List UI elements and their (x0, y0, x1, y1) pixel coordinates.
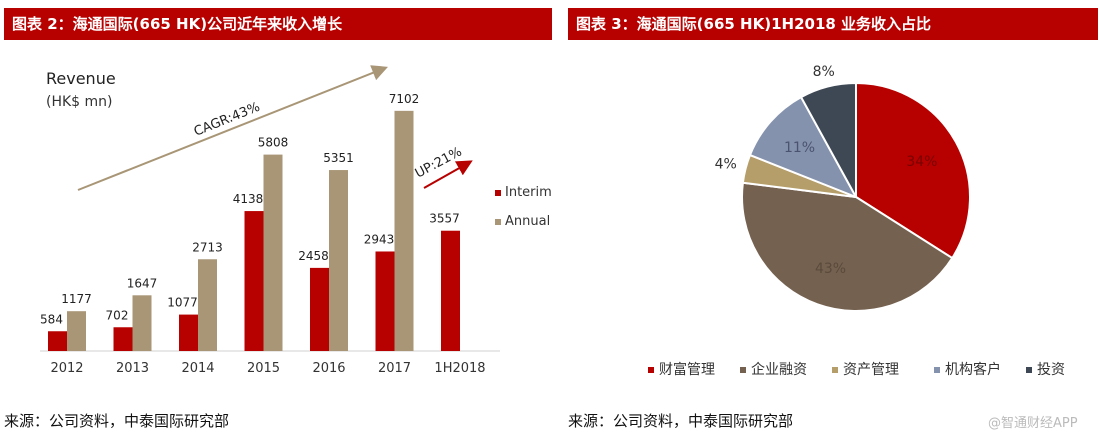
bar-interim-2016 (310, 267, 329, 351)
data-label-annual-2014: 2713 (192, 240, 223, 254)
bar-interim-2013 (113, 327, 133, 351)
cagr-annotation: CAGR:43% (192, 100, 262, 140)
legend-swatch-annual (495, 219, 501, 225)
pie-label-1: 43% (815, 261, 846, 277)
bar-interim-1H2018 (441, 230, 460, 351)
x-tick-2013: 2013 (116, 361, 149, 376)
pie-legend-swatch-0 (648, 367, 654, 373)
bar-annual-2015 (263, 154, 283, 351)
x-tick-1H2018: 1H2018 (434, 361, 485, 376)
cagr-arrow (77, 65, 388, 191)
bar-annual-2014 (198, 259, 217, 351)
pie-legend-label-3: 机构客户 (945, 361, 1001, 378)
pie-legend-swatch-4 (1026, 367, 1032, 373)
pie-legend-swatch-1 (740, 367, 746, 373)
segment-pie-panel: 图表 3：海通国际(665 HK)1H2018 业务收入占比 34% 43% 4% 1… (564, 0, 1108, 441)
legend-swatch-interim (495, 190, 501, 196)
bar-interim-2017 (375, 251, 395, 351)
pie-label-4: 8% (813, 64, 835, 80)
data-label-interim-2013: 702 (106, 308, 129, 322)
x-tick-2014: 2014 (181, 361, 214, 376)
revenue-chart-header: 图表 2：海通国际(665 HK)公司近年来收入增长 (4, 8, 552, 40)
pie-legend-swatch-3 (934, 367, 940, 373)
data-label-annual-2017: 7102 (389, 92, 420, 106)
up-arrow (423, 160, 473, 189)
pie-legend-label-4: 投资 (1037, 362, 1065, 378)
data-label-interim-1H2018: 3557 (429, 212, 460, 226)
chart-title: Revenue (46, 69, 116, 88)
bar-annual-2017 (394, 110, 414, 351)
revenue-bar-chart: Revenue (HK$ mn) 584 1177 2012 702 1647 2013 1… (40, 65, 552, 376)
pie-legend-label-1: 企业融资 (751, 361, 807, 378)
revenue-chart-panel: 图表 2：海通国际(665 HK)公司近年来收入增长 Revenue (HK$ … (4, 8, 552, 430)
legend-label-interim: Interim (505, 185, 552, 200)
data-label-annual-2012: 1177 (61, 292, 92, 306)
bar-annual-2013 (132, 295, 152, 351)
up-annotation: UP:21% (413, 145, 465, 182)
bar-interim-2012 (48, 331, 67, 351)
data-label-annual-2013: 1647 (127, 276, 158, 290)
pie-slice-4 (799, 81, 857, 198)
pie-slice-3 (748, 95, 859, 199)
bar-interim-2014 (179, 314, 198, 351)
pie-label-3: 11% (784, 140, 815, 156)
pie-legend-swatch-2 (832, 367, 838, 373)
x-tick-2016: 2016 (312, 361, 345, 376)
pie-label-2: 4% (715, 157, 737, 173)
data-label-annual-2015: 5808 (258, 136, 289, 150)
legend-label-annual: Annual (505, 214, 550, 229)
pie-legend-label-0: 财富管理 (659, 361, 715, 378)
segment-pie-header: 图表 3：海通国际(665 HK)1H2018 业务收入占比 (568, 8, 1098, 40)
pie-label-0: 34% (906, 154, 937, 170)
x-tick-2012: 2012 (50, 361, 83, 376)
pie-slice-1 (741, 181, 954, 312)
bar-interim-2015 (244, 211, 264, 351)
bar-annual-2012 (67, 311, 86, 351)
x-tick-2017: 2017 (378, 361, 411, 376)
segment-pie-source: 来源：公司资料，中泰国际研究部 (568, 412, 794, 430)
data-label-interim-2014: 1077 (167, 296, 198, 310)
segment-pie-chart: 34% 43% 4% 11% 8% 财富管理 企业融资 资产管理 机构客户 投资 (648, 64, 1065, 378)
y-axis-label: (HK$ mn) (46, 94, 113, 110)
data-label-interim-2012: 584 (40, 312, 63, 326)
x-tick-2015: 2015 (247, 361, 280, 376)
data-label-interim-2015: 4138 (233, 192, 264, 206)
data-label-annual-2016: 5351 (323, 151, 354, 165)
data-label-interim-2016: 2458 (298, 249, 329, 263)
data-label-interim-2017: 2943 (364, 232, 395, 246)
watermark: @智通财经APP (988, 416, 1078, 431)
pie-legend-label-2: 资产管理 (843, 362, 899, 378)
bar-annual-2016 (329, 170, 348, 351)
revenue-chart-source: 来源：公司资料，中泰国际研究部 (4, 412, 230, 430)
